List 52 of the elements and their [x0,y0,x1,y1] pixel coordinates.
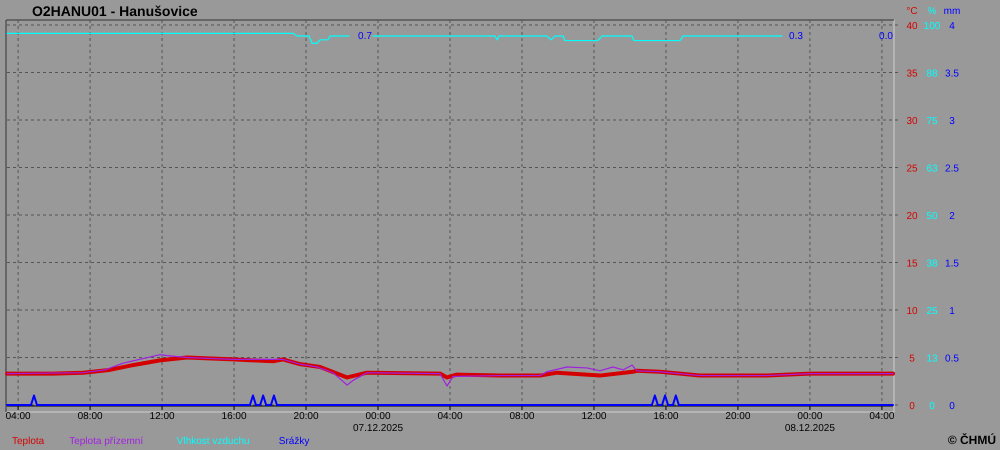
y-tick-label: 0 [909,401,916,412]
x-tick-label: 12:00 [150,411,176,422]
y-tick-label: 5 [909,354,916,364]
x-tick-label: 20:00 [294,411,319,422]
y2-tick-label: 13 [926,354,938,364]
y2-tick-label: 100 [924,21,941,32]
text: Teplota [12,436,45,447]
x-tick-label: 00:00 07.12.2025 [352,411,404,434]
y2-tick-label: 38 [926,258,938,270]
y3-tick-label: 2 [949,211,956,222]
y2-tick-label: 25 [926,306,938,317]
text: Srážky [278,436,310,447]
y-tick-label: 25 [906,164,918,174]
y3-tick-label: 3 [949,116,956,127]
x-tick-label: 04:00 [6,411,32,422]
annotation: 0.7 [358,31,372,42]
x-tick-label: 04:00 [869,411,895,422]
x-tick-label: 00:00 08.12.2025 [784,411,836,434]
y2-tick-label: 0 [929,401,936,412]
y-tick-label: 20 [906,211,918,222]
y-tick-label: 35 [906,68,918,80]
y2-tick-label: 50 [926,211,938,222]
y3-tick-label: 3.5 [945,68,960,80]
y2-axis-title: % [928,6,937,17]
x-tick-label: 08:00 [78,411,104,422]
y-tick-label: 30 [906,116,918,127]
text: Teplota přízemní [69,436,144,447]
y3-tick-label: 2.5 [945,164,960,174]
annotation: 0.0 [879,31,894,42]
x-tick-label: 08:00 [509,411,535,422]
annotation: 0.3 [789,31,804,42]
y-axis-title: °C [906,6,918,17]
text: © ČHMÚ [948,433,996,447]
y3-tick-label: 4 [949,21,956,32]
y-tick-label: 15 [906,258,918,270]
y-tick-label: 40 [906,21,918,32]
y2-tick-label: 88 [926,68,938,80]
x-tick-label: 16:00 [222,411,247,422]
y2-tick-label: 75 [926,116,938,127]
y3-axis-title: mm [944,6,960,17]
y-tick-label: 10 [906,306,918,317]
y3-tick-label: 0 [949,401,956,412]
text: Vlhkost vzduchu [176,436,250,447]
y2-tick-label: 63 [926,164,938,174]
x-tick-label: 20:00 [725,411,751,422]
y3-tick-label: 1 [949,306,956,317]
x-tick-label: 04:00 [437,411,463,422]
chart-title: O2HANU01 - Hanušovice [32,3,198,19]
x-tick-label: 16:00 [653,411,679,422]
y3-tick-label: 0.5 [945,354,960,364]
y3-tick-label: 1.5 [945,258,960,270]
x-tick-label: 12:00 [581,411,607,422]
